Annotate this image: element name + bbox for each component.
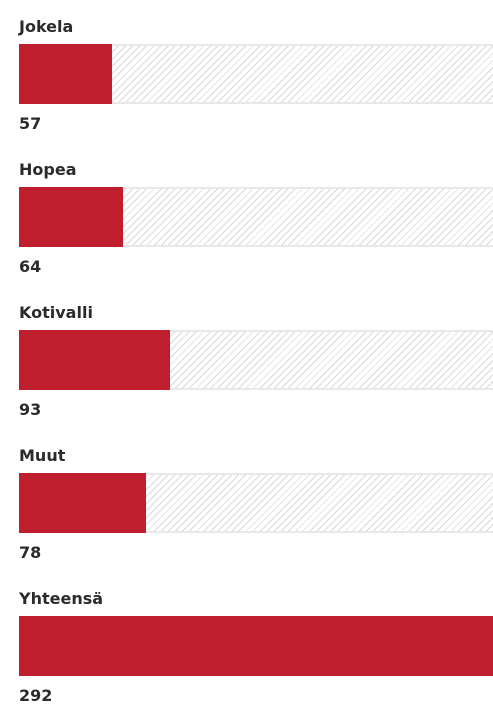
- bar: [19, 616, 493, 676]
- bar: [19, 330, 170, 390]
- category-label: Yhteensä: [19, 589, 104, 608]
- category-label: Hopea: [19, 160, 77, 179]
- category-label: Kotivalli: [19, 303, 93, 322]
- value-label: 64: [19, 257, 42, 276]
- value-label: 57: [19, 114, 42, 133]
- value-label: 93: [19, 400, 42, 419]
- bar: [19, 44, 112, 104]
- value-label: 292: [19, 686, 53, 705]
- bar: [19, 473, 146, 533]
- bar: [19, 187, 123, 247]
- category-label: Muut: [19, 446, 66, 465]
- value-label: 78: [19, 543, 42, 562]
- category-label: Jokela: [19, 17, 74, 36]
